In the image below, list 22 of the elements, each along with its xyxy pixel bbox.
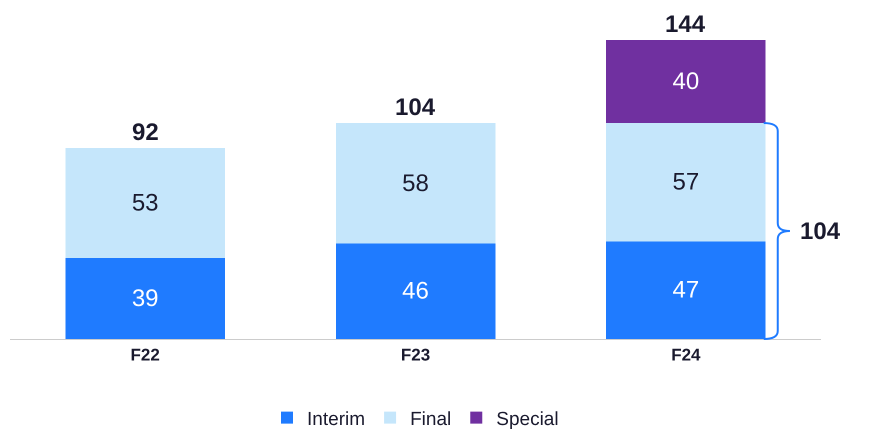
annotation: 104	[800, 218, 841, 245]
x-tick-label: F22	[130, 345, 160, 364]
total-label: 92	[132, 119, 159, 146]
data-label: 46	[402, 278, 429, 305]
data-label: 47	[672, 276, 700, 304]
legend-label: Special	[496, 409, 559, 430]
bar	[336, 243, 496, 339]
legend-label: Final	[410, 409, 452, 430]
bar	[606, 40, 766, 124]
x-tick-label: F24	[671, 345, 702, 364]
data-label: 39	[132, 285, 159, 312]
total-label: 144	[665, 11, 706, 38]
data-label: 57	[672, 168, 700, 196]
data-label: 53	[132, 189, 159, 216]
legend-label: Interim	[307, 409, 366, 430]
bar	[336, 123, 496, 244]
x-tick-label: F23	[400, 345, 430, 364]
bar	[65, 148, 225, 258]
bar	[65, 258, 225, 339]
data-label: 40	[672, 68, 700, 96]
total-label: 104	[395, 94, 436, 121]
data-label: 58	[402, 170, 429, 197]
